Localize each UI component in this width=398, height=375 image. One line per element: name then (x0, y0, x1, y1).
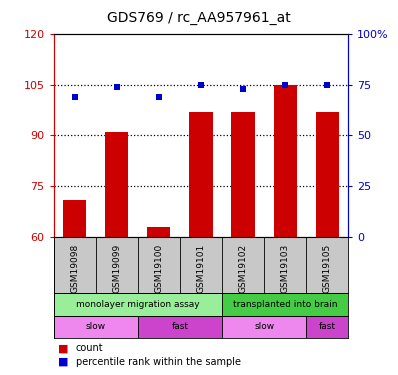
Text: ■: ■ (58, 344, 68, 353)
Text: count: count (76, 344, 103, 353)
Text: GSM19099: GSM19099 (112, 244, 121, 293)
Text: fast: fast (319, 322, 336, 332)
Text: ■: ■ (58, 357, 68, 367)
Bar (54, 293, 222, 316)
Point (198, 81, 204, 87)
Bar (105, 132, 129, 237)
Text: percentile rank within the sample: percentile rank within the sample (76, 357, 241, 367)
Bar (63, 200, 86, 237)
Text: GSM19105: GSM19105 (323, 244, 332, 293)
Point (240, 86, 246, 92)
Text: GSM19101: GSM19101 (197, 244, 205, 293)
Point (156, 94, 162, 100)
Text: GSM19103: GSM19103 (281, 244, 290, 293)
Bar (273, 84, 297, 237)
Text: GSM19098: GSM19098 (70, 244, 79, 293)
Bar (316, 112, 339, 237)
Bar (138, 316, 222, 338)
Bar (232, 112, 255, 237)
Text: GSM19102: GSM19102 (238, 244, 248, 293)
Text: GSM19100: GSM19100 (154, 244, 164, 293)
Text: transplanted into brain: transplanted into brain (233, 300, 338, 309)
Bar (147, 227, 170, 237)
Text: fast: fast (172, 322, 188, 332)
Point (114, 84, 120, 90)
Point (324, 81, 330, 87)
Bar (222, 316, 306, 338)
Bar (189, 112, 213, 237)
Point (282, 81, 288, 87)
Text: slow: slow (254, 322, 274, 332)
Bar (222, 293, 348, 316)
Text: slow: slow (86, 322, 106, 332)
Bar (306, 316, 348, 338)
Point (72, 94, 78, 100)
Text: GDS769 / rc_AA957961_at: GDS769 / rc_AA957961_at (107, 11, 291, 25)
Bar (54, 316, 138, 338)
Text: monolayer migration assay: monolayer migration assay (76, 300, 200, 309)
